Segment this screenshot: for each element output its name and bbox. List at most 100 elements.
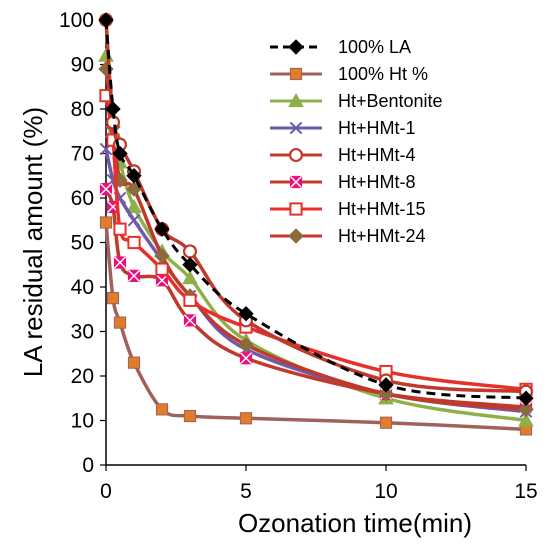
y-tick-label: 30 bbox=[71, 321, 94, 344]
series-line bbox=[104, 19, 527, 400]
data-point bbox=[182, 270, 198, 285]
data-point-stroke bbox=[155, 274, 169, 287]
data-point bbox=[288, 39, 304, 55]
legend-label: Ht+HMt-8 bbox=[338, 172, 416, 192]
data-point bbox=[113, 316, 127, 329]
x-tick-label: 15 bbox=[514, 480, 537, 503]
data-point bbox=[289, 202, 303, 216]
legend-item: Ht+Bentonite bbox=[270, 91, 443, 111]
legend-label: 100% Ht % bbox=[338, 64, 428, 84]
y-tick-label: 70 bbox=[71, 143, 94, 166]
data-point bbox=[155, 403, 169, 416]
x-tick-label: 0 bbox=[100, 480, 112, 503]
legend-item: Ht+HMt-1 bbox=[270, 118, 416, 138]
y-tick-label: 10 bbox=[71, 410, 94, 433]
data-point bbox=[289, 175, 303, 189]
axes: 0 10 20 30 40 50 60 70 80 90 100 0 5 10 15 bbox=[59, 9, 538, 503]
y-tick-label: 50 bbox=[71, 232, 94, 255]
y-tick-label: 60 bbox=[71, 187, 94, 210]
legend-item: Ht+HMt-8 bbox=[270, 172, 416, 192]
data-point-stroke bbox=[127, 269, 141, 282]
y-tick-label: 0 bbox=[82, 454, 94, 477]
data-point bbox=[518, 390, 534, 406]
legend-label: Ht+HMt-1 bbox=[338, 118, 416, 138]
data-point bbox=[182, 257, 198, 273]
series-layer bbox=[98, 12, 534, 436]
legend-item: 100% Ht % bbox=[270, 64, 428, 84]
data-point bbox=[238, 337, 254, 353]
data-point bbox=[98, 47, 114, 62]
y-tick-label: 20 bbox=[71, 365, 94, 388]
series-ht-hmt-15 bbox=[99, 89, 533, 396]
data-point bbox=[155, 274, 169, 287]
legend-label: Ht+Bentonite bbox=[338, 91, 443, 111]
y-tick-label: 40 bbox=[71, 276, 94, 299]
series-line bbox=[104, 95, 527, 392]
series-ht-hmt-4 bbox=[98, 12, 534, 399]
x-tick-label: 5 bbox=[240, 480, 252, 503]
legend-item: Ht+HMt-4 bbox=[270, 145, 416, 165]
series-line bbox=[104, 222, 527, 432]
data-point-stroke bbox=[113, 256, 127, 269]
data-point bbox=[155, 262, 169, 276]
data-point bbox=[127, 356, 141, 369]
data-point bbox=[126, 168, 142, 184]
data-point-stroke bbox=[289, 175, 303, 189]
data-point bbox=[99, 183, 113, 196]
data-point bbox=[182, 244, 198, 259]
legend-item: Ht+HMt-15 bbox=[270, 199, 426, 219]
data-point-stroke bbox=[289, 121, 303, 135]
data-point bbox=[288, 92, 304, 108]
data-point bbox=[518, 401, 534, 418]
data-point bbox=[183, 314, 197, 327]
data-point bbox=[238, 305, 254, 322]
legend-label: Ht+HMt-24 bbox=[338, 226, 426, 246]
data-point bbox=[127, 235, 141, 250]
data-point bbox=[239, 352, 253, 365]
data-point-stroke bbox=[99, 183, 113, 196]
data-point bbox=[378, 386, 394, 402]
data-point bbox=[113, 222, 127, 236]
data-point bbox=[183, 409, 197, 423]
legend-label: Ht+HMt-4 bbox=[338, 145, 416, 165]
data-point bbox=[105, 101, 121, 117]
data-point bbox=[288, 147, 304, 163]
x-axis-title: Ozonation time(min) bbox=[238, 508, 472, 538]
data-point-stroke bbox=[183, 314, 197, 327]
data-point bbox=[106, 292, 120, 305]
series-ht-hmt-24 bbox=[98, 61, 534, 418]
data-point bbox=[98, 12, 114, 28]
series-100-la bbox=[98, 12, 534, 406]
y-tick-label: 80 bbox=[71, 98, 94, 121]
data-point bbox=[518, 412, 534, 427]
data-point bbox=[112, 145, 128, 162]
legend-label: 100% LA bbox=[338, 37, 411, 57]
legend-item: 100% LA bbox=[270, 37, 411, 57]
legend-label: Ht+HMt-15 bbox=[338, 199, 426, 219]
data-point bbox=[289, 121, 303, 135]
x-tick-label: 10 bbox=[374, 480, 397, 503]
series-line bbox=[104, 19, 527, 394]
legend: 100% LA 100% Ht % Ht+Bentonite Ht+HMt-1 Ht+H… bbox=[270, 37, 443, 246]
data-point bbox=[378, 377, 394, 393]
data-point bbox=[127, 213, 141, 227]
data-point bbox=[183, 293, 197, 307]
series-100-ht- bbox=[99, 216, 533, 436]
data-point bbox=[127, 269, 141, 282]
series-ht-hmt-8 bbox=[99, 183, 533, 414]
legend-item: Ht+HMt-24 bbox=[270, 226, 426, 246]
data-point bbox=[379, 416, 393, 429]
data-point bbox=[288, 228, 304, 244]
data-point-stroke bbox=[127, 213, 141, 227]
y-tick-label: 90 bbox=[71, 54, 94, 77]
data-point bbox=[113, 256, 127, 269]
data-point bbox=[289, 67, 303, 81]
data-point bbox=[99, 216, 113, 229]
data-point-stroke bbox=[239, 352, 253, 365]
data-point bbox=[154, 221, 170, 237]
y-tick-label: 100 bbox=[59, 9, 94, 32]
data-point bbox=[239, 412, 253, 425]
y-axis-title: LA residual amount (%) bbox=[18, 107, 48, 377]
data-point bbox=[126, 198, 142, 213]
